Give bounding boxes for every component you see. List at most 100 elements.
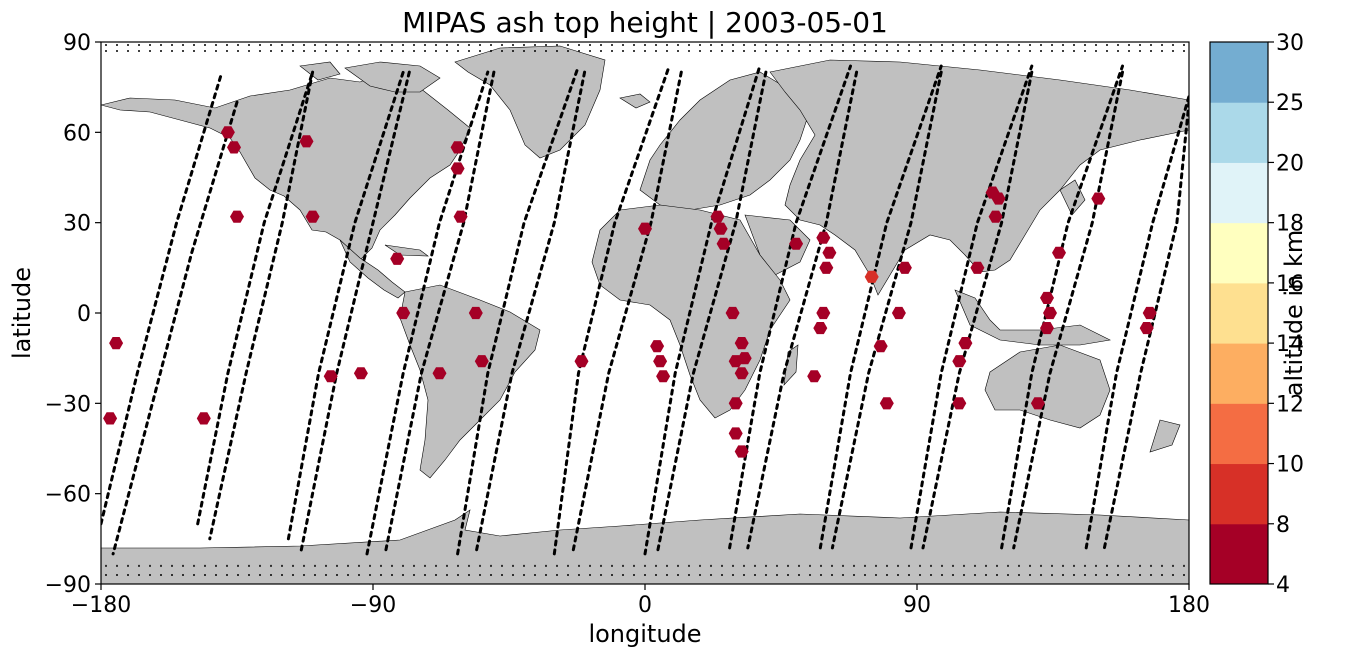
y-tick-label: 90 <box>63 31 91 56</box>
colorbar-tick-label: 10 <box>1276 453 1304 478</box>
y-tick-label: 30 <box>63 212 91 237</box>
orbit-track-descending <box>383 70 496 556</box>
ash-point <box>958 337 973 350</box>
x-tick-label: 90 <box>903 593 931 618</box>
x-axis-label: longitude <box>588 620 701 648</box>
ash-point <box>353 367 368 380</box>
ash-point <box>789 237 804 250</box>
y-axis-ticks: −90 −60 −30 0 30 60 90 <box>45 31 101 598</box>
colorbar-tick-label: 30 <box>1276 31 1304 56</box>
ash-point <box>725 306 740 320</box>
ash-point <box>1052 246 1066 259</box>
orbit-track-ascending <box>728 64 852 550</box>
orbit-track-descending <box>1012 70 1124 550</box>
ash-point <box>299 135 314 148</box>
colorbar-tick-label: 16 <box>1276 272 1304 297</box>
y-tick-label: −90 <box>45 573 91 598</box>
ash-point <box>816 231 831 244</box>
orbit-track-ascending <box>818 64 943 550</box>
colorbar-tick-label: 14 <box>1276 332 1304 357</box>
colorbar-tick-label: 12 <box>1276 392 1304 417</box>
ash-point <box>230 210 244 223</box>
land-antarctica <box>101 509 1189 584</box>
ash-point <box>656 370 671 383</box>
ash-point <box>432 367 447 380</box>
ash-point <box>737 352 752 365</box>
ash-point <box>873 340 888 353</box>
orbit-track-ascending <box>196 70 315 526</box>
y-tick-label: 0 <box>77 302 91 327</box>
ash-point <box>713 222 728 235</box>
ash-point <box>1043 306 1057 320</box>
ash-point <box>897 261 912 274</box>
ash-point <box>952 397 967 410</box>
ash-point <box>879 397 894 410</box>
orbit-track-ascending <box>552 64 671 556</box>
ash-point <box>474 355 489 368</box>
ash-point <box>650 340 665 353</box>
orbit-track-descending <box>1102 100 1189 550</box>
ash-point <box>822 246 837 259</box>
land-japan <box>1059 179 1086 216</box>
ash-point <box>816 306 831 320</box>
orbit-track-descending <box>474 70 587 556</box>
ash-point <box>813 322 828 335</box>
orbit-track-descending <box>746 70 859 550</box>
land-south-america <box>399 284 541 479</box>
land-iceland <box>619 93 651 109</box>
orbit-tracks <box>101 44 1189 576</box>
orbit-track-descending <box>111 100 239 556</box>
ash-point <box>734 445 749 458</box>
ash-point <box>1139 322 1154 335</box>
ash-point <box>819 261 834 274</box>
x-tick-label: 0 <box>638 593 652 618</box>
ash-point <box>1142 306 1157 320</box>
colorbar-frame <box>1209 41 1269 585</box>
ash-point <box>653 355 668 368</box>
colorbar-tick-label: 8 <box>1276 513 1290 538</box>
ash-point <box>891 306 906 320</box>
ash-point <box>103 412 118 425</box>
y-tick-label: −60 <box>45 483 91 508</box>
colorbar-tick-label: 20 <box>1276 151 1304 176</box>
orbit-track-ascending <box>456 64 580 556</box>
colorbar: 4 8 10 12 14 16 18 20 25 30 <box>1209 31 1304 598</box>
ash-point <box>864 270 879 283</box>
colorbar-segment <box>1210 282 1268 344</box>
land-asia <box>769 59 1189 296</box>
colorbar-segment <box>1210 162 1268 224</box>
land-indonesia <box>954 289 1111 346</box>
land-central-america <box>339 239 406 299</box>
ash-point <box>109 337 124 350</box>
colorbar-segment <box>1210 403 1268 465</box>
ash-point <box>305 210 320 223</box>
ash-point <box>390 252 405 265</box>
map-title: MIPAS ash top height | 2003-05-01 <box>402 6 888 39</box>
ash-point <box>728 427 743 440</box>
orbit-track-descending <box>830 70 943 550</box>
y-tick-label: 60 <box>63 121 91 146</box>
ash-point <box>807 370 822 383</box>
y-axis-label: latitude <box>8 267 36 359</box>
land-new-zealand <box>1149 419 1181 453</box>
ash-point <box>450 162 465 175</box>
ash-point <box>716 237 731 250</box>
x-axis-ticks: −180 −90 0 90 180 <box>71 584 1210 618</box>
colorbar-segment <box>1210 102 1268 163</box>
ash-point <box>227 141 241 154</box>
ash-point <box>952 355 967 368</box>
ash-point <box>710 210 725 223</box>
land-madagascar <box>783 344 799 386</box>
ash-point <box>468 306 483 320</box>
ash-point <box>1040 322 1054 335</box>
orbit-track-ascending <box>101 70 224 526</box>
orbit-track-descending <box>655 70 768 556</box>
colorbar-segment <box>1210 523 1268 585</box>
ash-point <box>988 210 1003 223</box>
ash-point <box>728 397 743 410</box>
ash-points <box>103 126 1157 458</box>
orbit-track-descending <box>921 70 1034 550</box>
colorbar-segment <box>1210 42 1268 103</box>
ash-point <box>220 126 235 139</box>
